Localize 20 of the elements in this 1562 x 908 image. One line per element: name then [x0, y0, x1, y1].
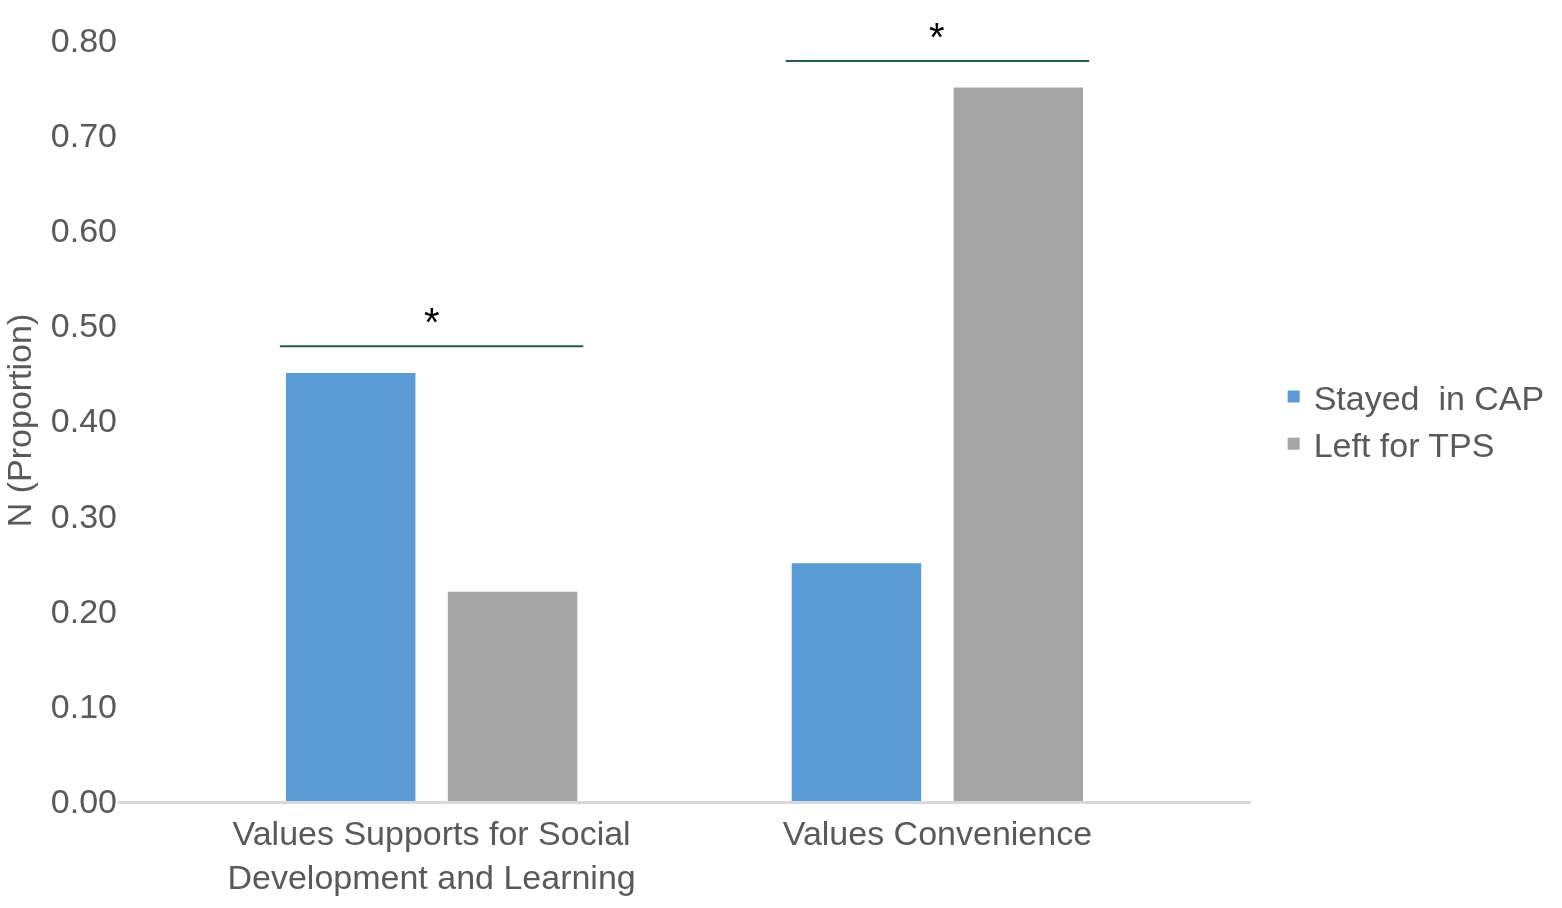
annotation: * — [424, 300, 440, 344]
x-tick-label: Values Supports for Social Development and Learning — [227, 813, 636, 896]
y-axis-title: N (Proportion) — [0, 313, 38, 528]
y-tick-label: 0.80 — [50, 20, 117, 59]
y-tick-label: 0.30 — [50, 496, 117, 535]
legend-label: Stayed in CAP — [1313, 378, 1545, 417]
bar — [285, 372, 416, 801]
y-tick-label: 0.70 — [50, 116, 117, 155]
y-tick-label: 0.50 — [50, 306, 117, 345]
bar — [953, 87, 1084, 801]
y-tick-label: 0.40 — [50, 401, 117, 440]
annotation: * — [929, 15, 945, 59]
legend-label: Left for TPS — [1313, 426, 1495, 465]
y-tick-label: 0.00 — [50, 781, 117, 820]
y-tick-label: 0.10 — [50, 686, 117, 725]
y-tick-label: 0.60 — [50, 211, 117, 250]
bar — [447, 591, 578, 801]
x-tick-label: Values Convenience — [782, 813, 1093, 852]
y-tick-label: 0.20 — [50, 591, 117, 630]
bar — [791, 563, 922, 801]
